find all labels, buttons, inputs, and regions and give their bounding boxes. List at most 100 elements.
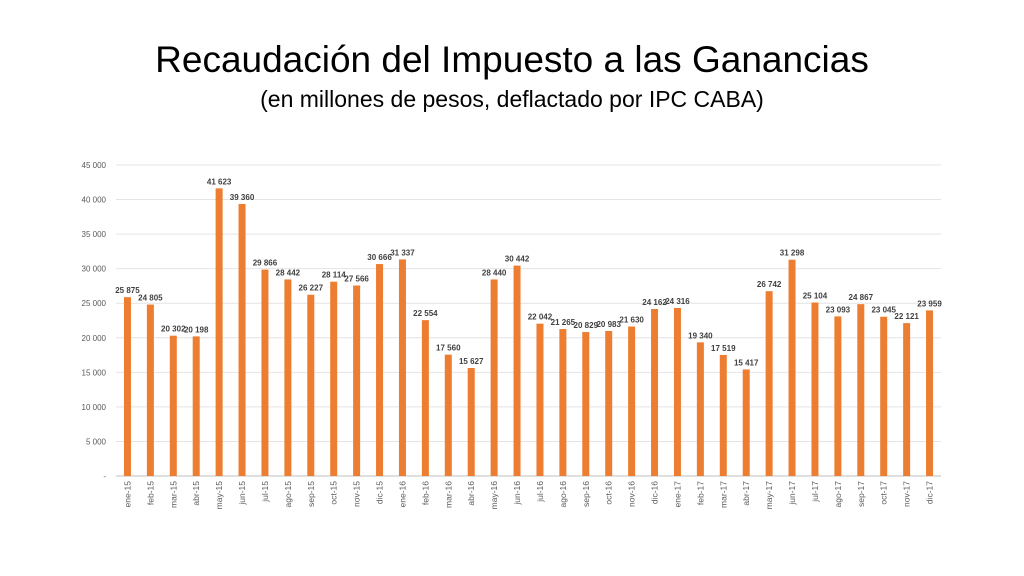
chart-subtitle: (en millones de pesos, deflactado por IP… [260,86,764,112]
data-label: 20 829 [574,321,599,330]
category-label: feb-17 [695,481,705,505]
data-label: 15 627 [459,357,484,366]
gridlines [116,164,941,477]
category-label: ago-17 [833,481,843,508]
y-tick-label: - [103,472,106,481]
category-label: nov-17 [902,481,912,507]
data-label: 31 298 [780,249,805,258]
bar-abr-17 [742,369,750,476]
data-label: 20 198 [184,325,209,334]
data-label: 20 302 [161,325,186,334]
y-tick-label: 5 000 [86,437,107,446]
bar-oct-15 [330,281,338,476]
bar-abr-16 [467,368,475,476]
category-label: ago-16 [558,481,568,508]
category-label: sep-15 [306,481,316,507]
bar-ene-15 [123,297,131,476]
category-label: ene-15 [122,481,132,508]
data-label: 28 114 [322,271,347,280]
category-label: mar-15 [168,481,178,508]
category-label: ene-16 [397,481,407,508]
bar-nov-15 [353,285,361,476]
category-label: nov-16 [627,481,637,507]
bar-ago-15 [284,279,292,476]
data-label: 22 042 [528,313,553,322]
y-tick-label: 35 000 [82,230,107,239]
bar-ene-16 [398,259,406,476]
category-label: jun-15 [237,481,247,506]
data-label: 26 227 [299,284,324,293]
y-tick-label: 15 000 [82,368,107,377]
bar-jun-16 [513,265,521,476]
y-tick-label: 25 000 [82,299,107,308]
bar-jul-15 [261,269,269,476]
data-label: 24 316 [665,297,690,306]
bar-jun-17 [788,259,796,476]
data-label: 21 630 [619,316,644,325]
y-tick-label: 40 000 [82,196,107,205]
data-label: 24 805 [138,294,163,303]
data-label: 15 417 [734,358,759,367]
bar-ago-16 [559,329,567,476]
bars [123,188,934,477]
data-label: 41 623 [207,177,232,186]
category-label: oct-16 [604,481,614,505]
category-label: jun-16 [512,481,522,506]
bar-mar-16 [444,354,452,476]
category-label: jun-17 [787,481,797,506]
category-label: dic-15 [375,481,385,504]
bar-may-15 [215,188,223,477]
data-label: 26 742 [757,280,782,289]
category-label: dic-16 [650,481,660,504]
data-label: 28 440 [482,268,507,277]
bar-may-17 [765,291,773,476]
bar-sep-16 [582,332,590,476]
bar-sep-15 [307,294,315,476]
data-label: 25 104 [803,292,828,301]
category-label: may-16 [489,481,499,510]
bar-nov-16 [628,326,636,476]
bar-oct-16 [605,330,613,476]
y-tick-label: 30 000 [82,265,107,274]
bar-sep-17 [857,304,865,476]
data-label: 24 162 [642,298,667,307]
bar-dic-15 [376,264,384,476]
category-label: jul-16 [535,481,545,503]
y-axis-ticks: - 5 000 10 000 15 000 20 000 25 000 30 000 35 0… [82,161,107,481]
data-label: 31 337 [390,248,415,257]
bar-feb-17 [696,342,704,476]
category-label: oct-17 [879,481,889,505]
category-label: abr-15 [191,481,201,506]
category-label: may-17 [764,481,774,510]
data-label: 22 554 [413,309,438,318]
category-label: dic-17 [925,481,935,504]
bar-dic-16 [651,309,659,476]
data-label: 17 560 [436,344,461,353]
data-label: 30 442 [505,255,530,264]
data-label: 28 442 [276,268,301,277]
data-label: 20 983 [596,320,621,329]
bar-feb-16 [421,320,429,476]
data-label: 25 875 [115,286,140,295]
category-label: ago-15 [283,481,293,508]
category-label: ene-17 [672,481,682,508]
category-label: abr-16 [466,481,476,506]
category-label: feb-16 [420,481,430,505]
bar-jul-17 [811,302,819,476]
category-label: may-15 [214,481,224,510]
category-label: sep-16 [581,481,591,507]
data-label: 30 666 [367,253,392,262]
data-label: 24 867 [849,293,874,302]
category-label: feb-15 [145,481,155,505]
category-label: jul-15 [260,481,270,503]
bar-mar-15 [169,335,177,476]
data-label: 39 360 [230,193,255,202]
category-label: mar-16 [443,481,453,508]
data-label: 23 093 [826,305,851,314]
category-label: sep-17 [856,481,866,507]
data-label: 23 959 [917,299,942,308]
data-label: 22 121 [894,312,919,321]
category-label: oct-15 [329,481,339,505]
